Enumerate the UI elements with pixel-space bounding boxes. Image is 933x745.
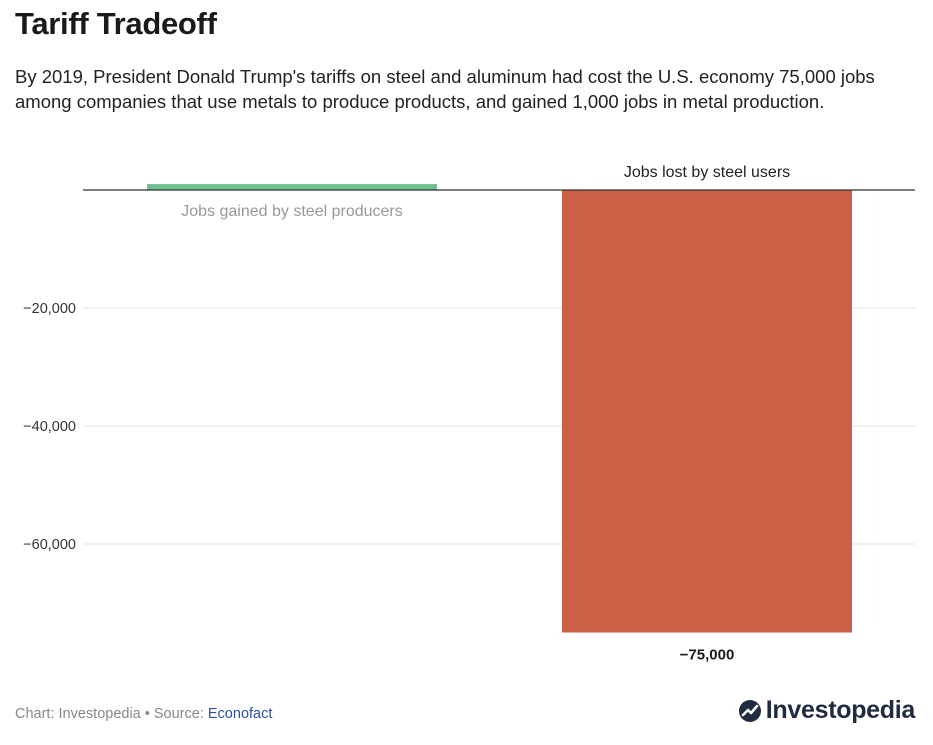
y-tick-label: −40,000 [23, 419, 76, 435]
chart-credit: Chart: Investopedia [15, 706, 141, 722]
category-label: Jobs gained by steel producers [181, 203, 402, 220]
bar [562, 190, 852, 633]
investopedia-logo[interactable]: Investopedia [738, 696, 915, 725]
source-prefix: Source: [153, 706, 208, 722]
footer-separator: • [140, 706, 154, 722]
source-link[interactable]: Econofact [207, 706, 273, 722]
data-label: −75,000 [680, 647, 735, 664]
y-tick-label: −20,000 [23, 301, 76, 317]
bar [147, 184, 437, 190]
category-label: Jobs lost by steel users [624, 164, 790, 181]
chart-title: Tariff Tradeoff [15, 6, 217, 41]
investopedia-logo-icon [738, 699, 761, 722]
chart-footer: Chart: Investopedia • Source: Econofact [15, 706, 272, 722]
chart-subtitle: By 2019, President Donald Trump's tariff… [15, 66, 875, 112]
logo-text: Investopedia [765, 696, 916, 724]
bar-chart: −20,000 −40,000 −60,000 Jobs gained by stee… [23, 164, 915, 664]
y-tick-label: −60,000 [23, 537, 76, 553]
